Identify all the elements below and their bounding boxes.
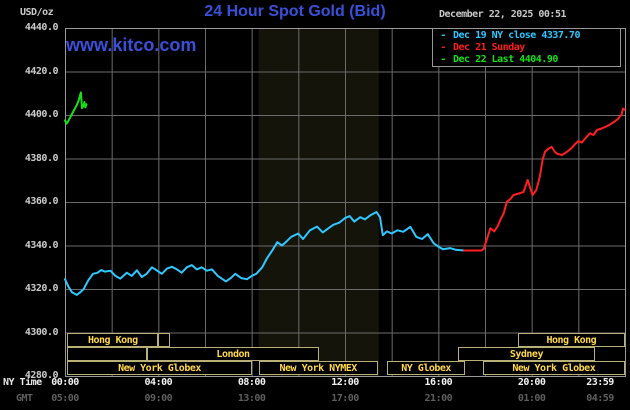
y-axis-tick-label: 4380.0	[24, 152, 59, 164]
x-axis-tick-gmt: 09:00	[144, 393, 173, 404]
session-box-empty	[158, 333, 170, 347]
session-box-new-york-globex: New York Globex	[482, 361, 625, 375]
gmt-axis-label: GMT	[16, 393, 33, 404]
session-box-empty	[67, 347, 147, 361]
session-label: New York Globex	[512, 362, 596, 374]
x-axis-tick-ny: 08:00	[237, 377, 266, 388]
x-axis-tick-ny: 00:00	[51, 377, 79, 388]
session-label: Sydney	[509, 348, 544, 360]
legend-item-2: - Dec 22 Last 4404.90	[438, 54, 620, 66]
y-axis-tick-label: 4360.0	[24, 196, 59, 207]
plot-border	[65, 28, 626, 377]
y-axis-tick-label: 4340.0	[24, 239, 59, 251]
series-dec19-line	[64, 211, 465, 296]
x-axis-tick-ny: 20:00	[517, 377, 546, 388]
session-box-new-york-globex: New York Globex	[67, 361, 252, 375]
grid	[65, 28, 626, 377]
y-axis-tick-label: 4280.0	[24, 370, 59, 381]
chart-datetime: December 22, 2025 00:51	[439, 9, 566, 20]
y-axis-tick-label: 4300.0	[24, 326, 59, 338]
series-dec22-line	[64, 91, 88, 125]
x-axis-tick-gmt: 01:00	[517, 393, 546, 404]
x-axis-tick-ny: 04:00	[144, 377, 173, 388]
legend-item-label: Dec 21 Sunday	[453, 42, 525, 53]
kitco-watermark-link[interactable]: www.kitco.com	[66, 35, 197, 55]
x-axis-tick-gmt: 04:59	[586, 393, 614, 404]
y-axis-tick-label: 4400.0	[24, 109, 59, 120]
x-axis-tick-ny: 23:59	[586, 377, 614, 388]
session-box-london: London	[146, 347, 320, 361]
x-axis-tick-ny: 16:00	[424, 377, 453, 388]
page-title: 24 Hour Spot Gold (Bid)	[204, 3, 386, 20]
session-box-hong-kong: Hong Kong	[517, 333, 625, 347]
legend-item-label: Dec 19 NY close 4337.70	[453, 30, 580, 41]
legend: - Dec 19 NY close 4337.70- Dec 21 Sunday - D…	[432, 28, 621, 67]
legend-dash-icon: -	[440, 30, 446, 41]
session-box-ny-globex: NY Globex	[387, 361, 466, 375]
session-label: New York NYMEX	[279, 362, 358, 374]
legend-item-label: Dec 22 Last 4404.90	[453, 54, 558, 65]
session-label: London	[216, 348, 250, 360]
x-axis-tick-gmt: 21:00	[424, 393, 453, 404]
series-dec21-line	[463, 107, 626, 252]
x-axis-tick-gmt: 13:00	[237, 393, 266, 404]
legend-dash-icon: -	[440, 42, 446, 53]
x-axis-tick-ny: 12:00	[331, 377, 359, 388]
legend-item-1: - Dec 21 Sunday	[438, 42, 620, 54]
session-label: NY Globex	[401, 362, 451, 374]
session-label: Hong Kong	[87, 334, 138, 346]
x-axis-tick-gmt: 05:00	[51, 393, 79, 404]
session-label: Hong Kong	[546, 334, 597, 346]
ny-time-axis-label: NY Time	[3, 377, 42, 388]
x-axis-tick-gmt: 17:00	[331, 393, 359, 404]
legend-dash-icon: -	[440, 54, 446, 65]
session-label: New York Globex	[118, 362, 201, 374]
y-axis-tick-label: 4420.0	[24, 65, 59, 77]
y-axis-tick-label: 4440.0	[24, 22, 59, 33]
session-box-new-york-nymex: New York NYMEX	[258, 361, 378, 375]
session-box-sydney: Sydney	[458, 347, 595, 361]
y-axis-tick-label: 4320.0	[24, 283, 59, 294]
session-box-hong-kong: Hong Kong	[67, 333, 159, 347]
legend-item-0: - Dec 19 NY close 4337.70	[438, 30, 620, 42]
units-label: USD/oz	[20, 7, 54, 18]
